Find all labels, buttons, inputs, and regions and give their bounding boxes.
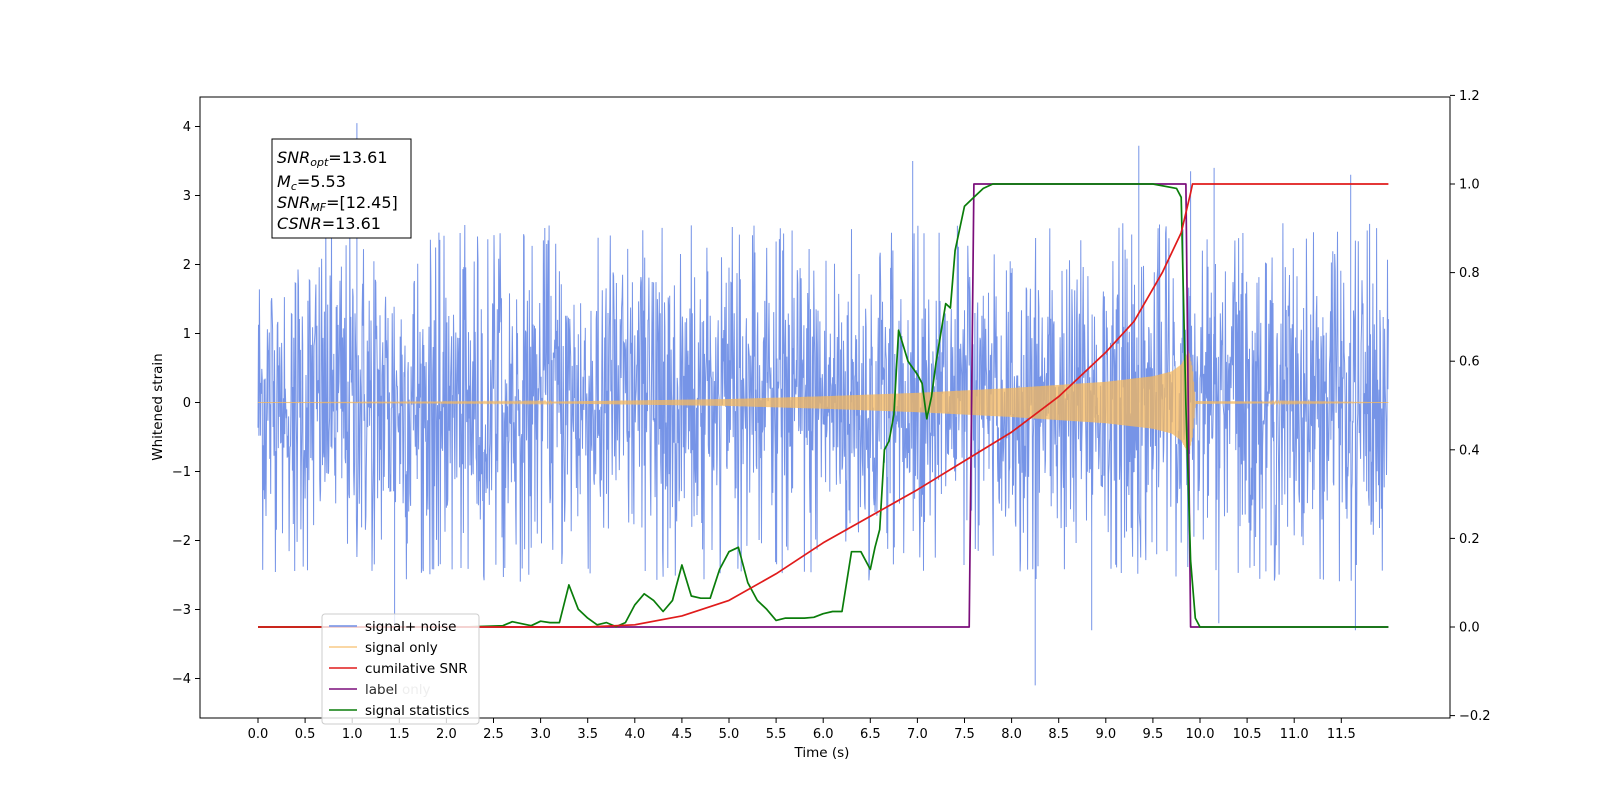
legend: signal+ noise signal only cumilative SNR… bbox=[321, 613, 480, 725]
legend-label: cumilative SNR bbox=[365, 661, 468, 677]
y2-tick-label: 0.4 bbox=[1459, 443, 1480, 458]
y2-tick-label: 0.6 bbox=[1459, 355, 1480, 370]
x-tick-label: 5.5 bbox=[766, 727, 787, 742]
series-signal-only bbox=[258, 351, 1389, 454]
y-tick-label: −4 bbox=[172, 672, 191, 687]
x-tick-label: 2.5 bbox=[483, 727, 504, 742]
x-tick-label: 0.0 bbox=[248, 727, 269, 742]
x-tick-label: 1.5 bbox=[389, 727, 410, 742]
x-axis: 0.0 0.5 1.0 1.5 2.0 2.5 3.0 3.5 4.0 4.5 5.0 5.5 6.0 6… bbox=[248, 718, 1356, 742]
stat-snr-mf: SNRMF=[12.45] bbox=[277, 193, 398, 214]
x-tick-label: 9.0 bbox=[1095, 727, 1116, 742]
x-tick-label: 1.0 bbox=[342, 727, 363, 742]
series-cumulative-snr bbox=[258, 183, 1389, 628]
legend-label: signal+ noise bbox=[365, 619, 456, 635]
stat-snr-opt: SNRopt=13.61 bbox=[277, 148, 388, 169]
y2-tick-label: 1.2 bbox=[1459, 89, 1480, 104]
y-tick-label: 0 bbox=[183, 396, 191, 411]
legend-label: label bbox=[365, 682, 398, 698]
stat-mc: Mc=5.53 bbox=[277, 172, 346, 193]
y2-tick-label: 0.0 bbox=[1459, 621, 1480, 636]
stat-csnr: CSNR=13.61 bbox=[277, 214, 381, 233]
y-axis-left: 4 3 2 1 0 −1 −2 −3 −4 bbox=[172, 120, 200, 687]
series-signal-statistics bbox=[258, 183, 1389, 628]
legend-item-cumulative-snr: cumilative SNR bbox=[329, 661, 468, 677]
x-tick-label: 4.0 bbox=[624, 727, 645, 742]
x-tick-label: 5.0 bbox=[719, 727, 740, 742]
legend-label-obscured: label only bbox=[365, 682, 431, 698]
y-tick-label: 3 bbox=[183, 189, 191, 204]
y-axis-right: 1.2 1.0 0.8 0.6 0.4 0.2 0.0 −0.2 bbox=[1450, 89, 1491, 724]
x-tick-label: 3.5 bbox=[577, 727, 598, 742]
y2-tick-label: 0.8 bbox=[1459, 266, 1480, 281]
y2-tick-label: −0.2 bbox=[1459, 709, 1491, 724]
x-tick-label: 9.5 bbox=[1143, 727, 1164, 742]
x-tick-label: 0.5 bbox=[295, 727, 316, 742]
legend-label: signal statistics bbox=[365, 703, 469, 719]
x-tick-label: 7.5 bbox=[954, 727, 975, 742]
series-signal-noise bbox=[257, 123, 1389, 686]
y-tick-label: 1 bbox=[183, 327, 191, 342]
legend-item-label: label bbox=[329, 682, 398, 698]
x-tick-label: 6.5 bbox=[860, 727, 881, 742]
legend-item-signal-statistics: signal statistics bbox=[329, 703, 469, 719]
legend-item-signal-noise: signal+ noise bbox=[329, 619, 456, 635]
y-tick-label: −1 bbox=[172, 465, 191, 480]
x-tick-label: 11.0 bbox=[1280, 727, 1309, 742]
y2-tick-label: 1.0 bbox=[1459, 178, 1480, 193]
y-tick-label: −3 bbox=[172, 603, 191, 618]
x-tick-label: 10.5 bbox=[1233, 727, 1262, 742]
stats-box: SNRopt=13.61 Mc=5.53 SNRMF=[12.45] CSNR=… bbox=[271, 138, 412, 239]
y2-tick-label: 0.2 bbox=[1459, 532, 1480, 547]
y-tick-label: −2 bbox=[172, 534, 191, 549]
x-tick-label: 8.0 bbox=[1001, 727, 1022, 742]
x-tick-label: 7.0 bbox=[907, 727, 928, 742]
x-tick-label: 10.0 bbox=[1186, 727, 1215, 742]
x-tick-label: 6.0 bbox=[813, 727, 834, 742]
legend-item-label-only: label only bbox=[365, 682, 431, 698]
x-tick-label: 4.5 bbox=[672, 727, 693, 742]
plot-frame bbox=[199, 96, 1451, 719]
x-axis-label: Time (s) bbox=[794, 745, 850, 761]
legend-item-signal-only: signal only bbox=[329, 640, 438, 656]
y-tick-label: 4 bbox=[183, 120, 191, 135]
x-tick-label: 11.5 bbox=[1327, 727, 1356, 742]
stats-box-frame bbox=[271, 138, 412, 239]
x-tick-label: 2.0 bbox=[436, 727, 457, 742]
series-layer bbox=[257, 123, 1389, 686]
y-axis-label: Whitened strain bbox=[150, 353, 166, 460]
y-tick-label: 2 bbox=[183, 258, 191, 273]
x-tick-label: 8.5 bbox=[1048, 727, 1069, 742]
legend-label: signal only bbox=[365, 640, 438, 656]
x-tick-label: 3.0 bbox=[530, 727, 551, 742]
legend-frame bbox=[321, 613, 480, 725]
